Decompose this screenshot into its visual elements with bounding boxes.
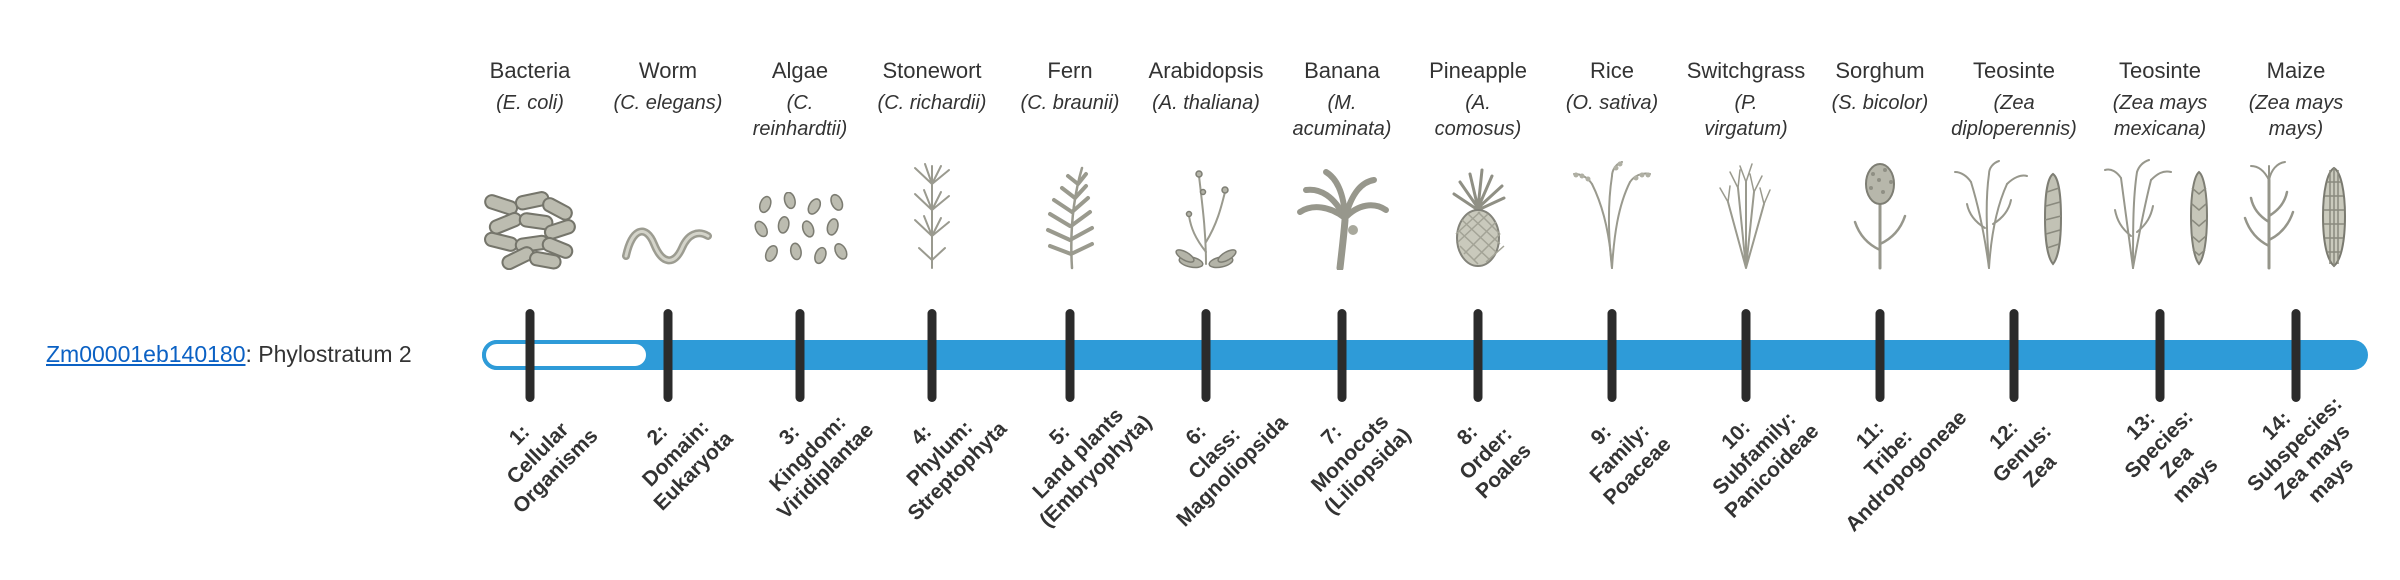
organism-scientific-name: (P. virgatum) — [1671, 90, 1821, 148]
gene-label: Zm00001eb140180: Phylostratum 2 — [46, 341, 412, 368]
phylostratum-bar-highlight-segment — [482, 340, 650, 370]
organism-scientific-name: (Zea mays mexicana) — [2085, 90, 2235, 148]
organism-common-name: Rice — [1589, 58, 1634, 83]
organism-scientific-name: (C. reinhardtii) — [725, 90, 875, 148]
organism-scientific-name: (C. elegans) — [593, 90, 743, 148]
gene-phylostratum-text: : Phylostratum 2 — [245, 341, 412, 367]
scientific-name-line: (Zea — [1993, 92, 2035, 114]
scientific-name-line: (C. — [786, 92, 814, 114]
stratum-column: Switchgrass (P. virgatum) 10: Subfamily: Pa… — [1671, 0, 1824, 580]
organism-common-name: Teosinte — [2119, 58, 2201, 83]
organism-common-name: Stonewort — [882, 58, 982, 83]
maize-illustration — [2221, 148, 2371, 270]
stratum-column: Arabidopsis (A. thaliana) 6: — [1131, 0, 1292, 580]
sorghum-illustration — [1805, 148, 1955, 270]
organism-scientific-name: (C. braunii) — [995, 90, 1145, 148]
stratum-column: Fern (C. braunii) 5: Land plants (Embryoph… — [995, 0, 1157, 580]
scientific-name-line: (Zea mays — [2248, 92, 2344, 114]
scientific-name-line: mays) — [2268, 118, 2324, 141]
scientific-name-line: virgatum) — [1704, 118, 1788, 141]
organism-scientific-name: (O. sativa) — [1537, 90, 1687, 148]
phylostratum-tick — [1337, 309, 1347, 402]
stratum-column: Teosinte (Zea diploperennis) 12: Genus: Zea — [1939, 0, 2089, 580]
stratum-column: Banana (M. acuminata) 7: Monocots (Liliopsi… — [1267, 0, 1417, 580]
phylostratum-tick — [1741, 309, 1751, 402]
scientific-name-line: (Zea mays — [2112, 92, 2208, 114]
stratum-column: Sorghum (S. bicolor) 11: Tribe: Andropogon… — [1805, 0, 1971, 580]
scientific-name-line: (A. — [1465, 92, 1491, 114]
fern-illustration — [995, 148, 1145, 270]
phylostratum-tick — [1607, 309, 1617, 402]
scientific-name-line: mexicana) — [2113, 118, 2207, 141]
scientific-name-line: (P. — [1734, 92, 1758, 114]
organism-common-name: Pineapple — [1429, 58, 1527, 83]
teosinte-mexicana-illustration — [2085, 148, 2235, 270]
organism-scientific-name: (M. acuminata) — [1267, 90, 1417, 148]
organism-scientific-name: (E. coli) — [455, 90, 605, 148]
phylostratum-tick — [2291, 309, 2301, 402]
arabidopsis-illustration — [1131, 148, 1281, 270]
scientific-name-line: (C. elegans) — [613, 92, 723, 114]
banana-illustration — [1267, 148, 1417, 270]
stratum-column: Stonewort (C. richardii) 4: Phylum: Strept… — [857, 0, 1012, 580]
switchgrass-illustration — [1671, 148, 1821, 270]
phylostratum-tick — [2009, 309, 2019, 402]
organism-scientific-name: (A. comosus) — [1403, 90, 1553, 148]
scientific-name-line: comosus) — [1434, 118, 1522, 141]
organism-common-name: Switchgrass — [1686, 58, 1806, 83]
phylostratum-tick — [525, 309, 535, 402]
algae-illustration — [725, 148, 875, 270]
organism-common-name: Banana — [1304, 58, 1380, 83]
scientific-name-line: (C. braunii) — [1020, 92, 1120, 114]
worm-illustration — [593, 148, 743, 270]
stratum-column: Pineapple (A. comosus) 8: Order: Poales — [1403, 0, 1553, 580]
stonewort-illustration — [857, 148, 1007, 270]
stratum-column: Worm (C. elegans) 2: Domain: Eukaryota — [593, 0, 743, 580]
phylostratum-tick — [1473, 309, 1483, 402]
organism-common-name: Maize — [2266, 58, 2326, 83]
gene-id-link[interactable]: Zm00001eb140180 — [46, 341, 246, 367]
stratum-column: Maize (Zea mays mays) 14: Subspecies: Zea m… — [2221, 0, 2371, 580]
scientific-name-line: (S. bicolor) — [1831, 92, 1929, 114]
organism-scientific-name: (Zea mays mays) — [2221, 90, 2371, 148]
scientific-name-line: (C. richardii) — [877, 92, 987, 114]
phylostratum-tick — [663, 309, 673, 402]
phylostratum-tick — [2155, 309, 2165, 402]
stratum-column: Algae (C. reinhardtii) — [725, 0, 879, 580]
organism-common-name: Algae — [771, 58, 829, 83]
scientific-name-line: diploperennis) — [1951, 118, 2077, 141]
stratum-column: Bacteria (E. coli) 1: Cel — [455, 0, 605, 580]
teosinte-diploperennis-illustration — [1939, 148, 2089, 270]
organism-scientific-name: (C. richardii) — [857, 90, 1007, 148]
scientific-name-line: (O. sativa) — [1565, 92, 1659, 114]
organism-common-name: Sorghum — [1835, 58, 1925, 83]
phylostratum-tick — [1065, 309, 1075, 402]
organism-common-name: Arabidopsis — [1148, 58, 1264, 83]
organism-scientific-name: (Zea diploperennis) — [1939, 90, 2089, 148]
scientific-name-line: (M. — [1327, 92, 1357, 114]
stratum-column: Teosinte (Zea mays mexicana) 13: Species: Z… — [2085, 0, 2235, 580]
scientific-name-line: (E. coli) — [496, 92, 564, 114]
organism-common-name: Teosinte — [1973, 58, 2055, 83]
organism-common-name: Fern — [1047, 58, 1093, 83]
phylostratum-bar — [482, 340, 2368, 370]
rice-illustration — [1537, 148, 1687, 270]
scientific-name-line: (A. thaliana) — [1152, 92, 1260, 114]
phylostratum-tick — [1201, 309, 1211, 402]
organism-scientific-name: (A. thaliana) — [1131, 90, 1281, 148]
organism-scientific-name: (S. bicolor) — [1805, 90, 1955, 148]
scientific-name-line: reinhardtii) — [752, 118, 848, 141]
phylostratum-tick — [795, 309, 805, 402]
bacteria-illustration — [455, 148, 605, 270]
organism-common-name: Bacteria — [489, 58, 571, 83]
organism-common-name: Worm — [638, 58, 698, 83]
pineapple-illustration — [1403, 148, 1553, 270]
phylostratum-tick — [1875, 309, 1885, 402]
stratum-column: Rice (O. sativa) 9: Family: Po — [1537, 0, 1687, 580]
scientific-name-line: acuminata) — [1292, 118, 1392, 141]
phylostratum-tick — [927, 309, 937, 402]
